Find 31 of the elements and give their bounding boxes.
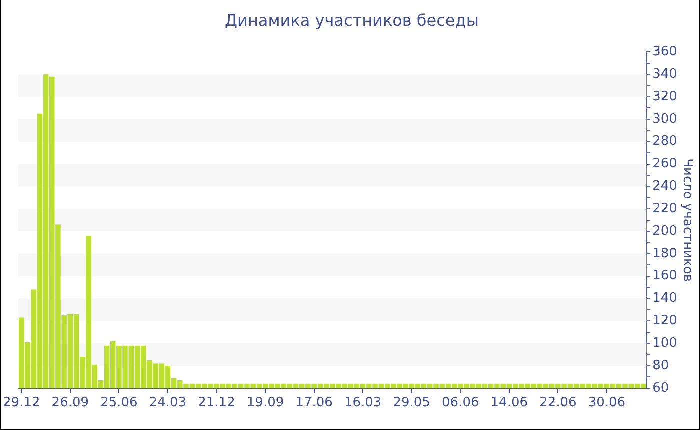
x-tick-label: 25.06 bbox=[100, 396, 138, 411]
y-tick-label: 360 bbox=[652, 44, 678, 60]
y-tick-label: 300 bbox=[652, 112, 678, 127]
y-tick-label: 120 bbox=[652, 314, 678, 329]
y-tick-label: 340 bbox=[652, 66, 678, 82]
y-tick-label: 280 bbox=[652, 134, 678, 150]
y-tick-label: 320 bbox=[652, 89, 678, 104]
x-tick-label: 29.12 bbox=[3, 396, 40, 411]
x-tick-label: 17.06 bbox=[296, 396, 333, 411]
x-tick-label: 06.06 bbox=[442, 396, 480, 411]
y-tick-label: 60 bbox=[652, 380, 670, 396]
y-axis-title: Число участников bbox=[680, 158, 695, 282]
x-tick-label: 22.06 bbox=[540, 396, 577, 411]
x-tick-label: 16.03 bbox=[344, 396, 382, 411]
x-tick-label: 24.03 bbox=[149, 396, 187, 411]
x-tick-label: 30.06 bbox=[588, 396, 626, 411]
x-tick-label: 26.09 bbox=[52, 396, 90, 411]
y-tick-label: 160 bbox=[652, 268, 678, 284]
y-tick-label: 80 bbox=[652, 358, 670, 374]
x-tick-label: 14.06 bbox=[490, 396, 528, 411]
y-tick-label: 140 bbox=[652, 291, 678, 306]
x-tick-label: 29.05 bbox=[393, 396, 430, 411]
x-tick-label: 21.12 bbox=[198, 396, 236, 411]
y-tick-label: 200 bbox=[652, 224, 678, 239]
y-tick-label: 240 bbox=[652, 179, 678, 194]
y-tick-label: 260 bbox=[652, 156, 678, 172]
y-tick-label: 220 bbox=[652, 201, 678, 216]
chart-title: Динамика участников беседы bbox=[225, 10, 479, 30]
x-tick-label: 19.09 bbox=[246, 396, 284, 411]
y-tick-label: 100 bbox=[652, 336, 678, 351]
y-tick-label: 180 bbox=[652, 246, 678, 262]
